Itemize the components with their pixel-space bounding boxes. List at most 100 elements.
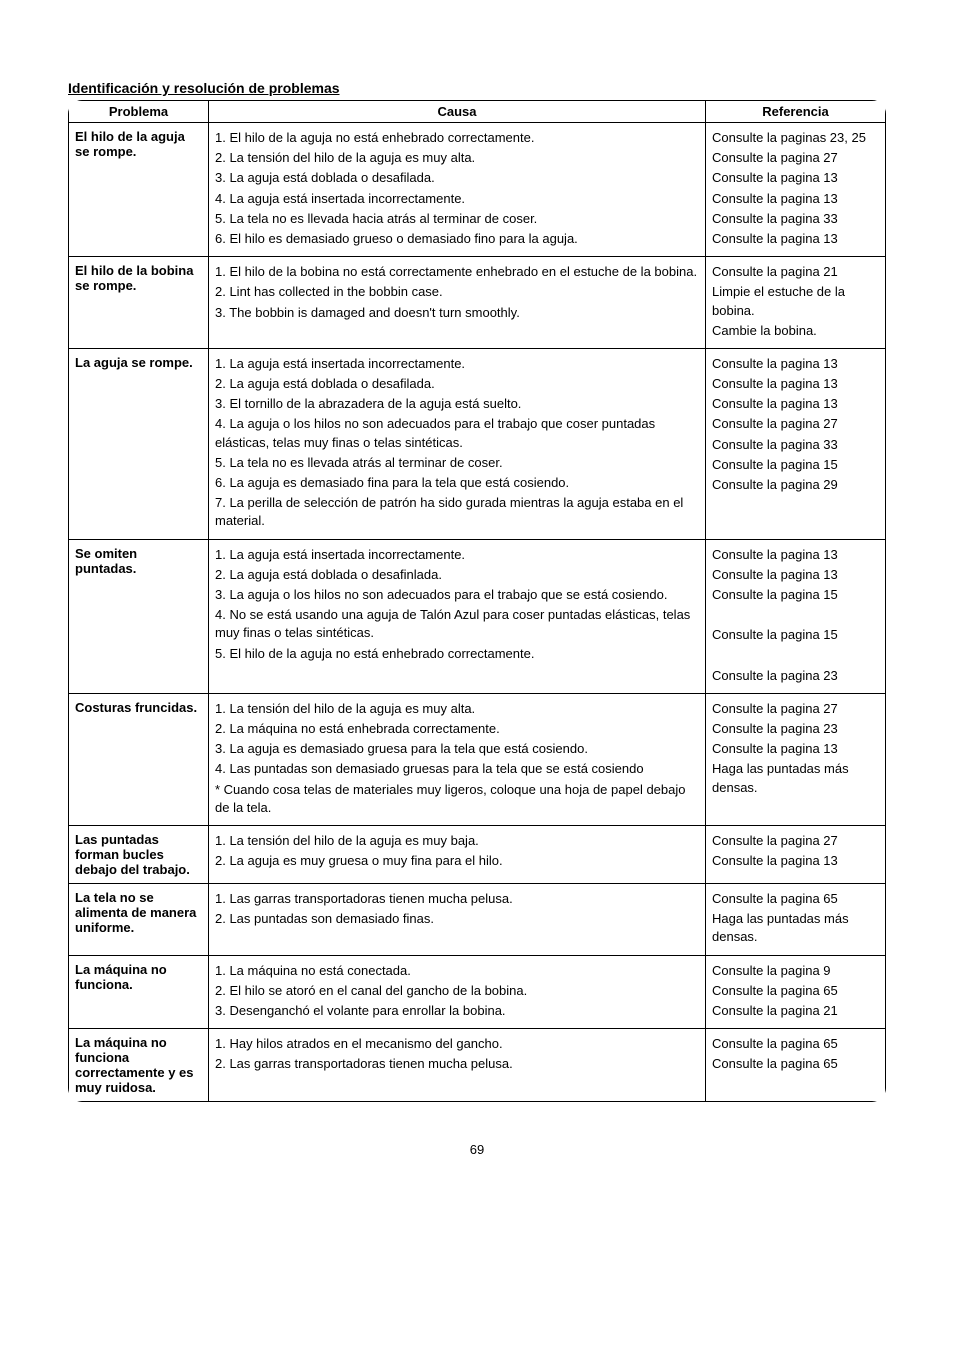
cell-causa: 1. El hilo de la bobina no está correcta…: [209, 257, 706, 349]
cell-causa: 1. La máquina no está conectada. 2. El hi…: [209, 955, 706, 1029]
causa-line: 1. La aguja está insertada incorrectamen…: [215, 355, 699, 373]
table-row: La tela no se alimenta de manera uniform…: [69, 884, 886, 956]
cell-problema: Las puntadas forman bucles debajo del tr…: [69, 826, 209, 884]
causa-line: 3. La aguja es demasiado gruesa para la …: [215, 740, 699, 758]
ref-line: Consulte la pagina 33: [712, 210, 879, 228]
ref-line: Consulte la pagina 13: [712, 169, 879, 187]
causa-line: 1. El hilo de la bobina no está correcta…: [215, 263, 699, 281]
cell-causa: 1. Las garras transportadoras tienen muc…: [209, 884, 706, 956]
table-row: El hilo de la aguja se rompe. 1. El hilo …: [69, 123, 886, 257]
ref-line: Consulte la paginas 23, 25: [712, 129, 879, 147]
ref-line: Consulte la pagina 65: [712, 890, 879, 908]
causa-line: 1. La máquina no está conectada.: [215, 962, 699, 980]
ref-line: Consulte la pagina 65: [712, 1055, 879, 1073]
ref-line: Cambie la bobina.: [712, 322, 879, 340]
cell-problema: La máquina no funciona correctamente y e…: [69, 1029, 209, 1102]
causa-line: 3. La aguja está doblada o desafilada.: [215, 169, 699, 187]
table-row: La máquina no funciona correctamente y e…: [69, 1029, 886, 1102]
cell-causa: 1. La tensión del hilo de la aguja es mu…: [209, 826, 706, 884]
ref-line: Consulte la pagina 15: [712, 456, 879, 474]
ref-line: Consulte la pagina 13: [712, 355, 879, 373]
ref-line: Consulte la pagina 13: [712, 852, 879, 870]
ref-line: [712, 647, 879, 665]
troubleshooting-table-wrap: Problema Causa Referencia El hilo de la …: [68, 100, 886, 1102]
ref-line: Consulte la pagina 21: [712, 1002, 879, 1020]
causa-line: 3. La aguja o los hilos no son adecuados…: [215, 586, 699, 604]
cell-referencia: Consulte la pagina 21 Limpie el estuche d…: [706, 257, 886, 349]
causa-line: 2. La aguja está doblada o desafinlada.: [215, 566, 699, 584]
causa-line: * Cuando cosa telas de materiales muy li…: [215, 781, 699, 817]
cell-referencia: Consulte la pagina 13 Consulte la pagina …: [706, 348, 886, 539]
troubleshooting-table: Problema Causa Referencia El hilo de la …: [68, 100, 886, 1102]
table-row: Se omiten puntadas. 1. La aguja está inse…: [69, 539, 886, 693]
cell-causa: 1. Hay hilos atrados en el mecanismo del…: [209, 1029, 706, 1102]
causa-line: 1. Las garras transportadoras tienen muc…: [215, 890, 699, 908]
header-referencia: Referencia: [706, 101, 886, 123]
cell-referencia: Consulte la pagina 13 Consulte la pagina …: [706, 539, 886, 693]
cell-referencia: Consulte la pagina 27Consulte la pagina …: [706, 826, 886, 884]
ref-line: Consulte la pagina 23: [712, 667, 879, 685]
causa-line: 1. El hilo de la aguja no está enhebrado…: [215, 129, 699, 147]
ref-line: Limpie el estuche de la bobina.: [712, 283, 879, 319]
causa-line: 5. El hilo de la aguja no está enhebrado…: [215, 645, 699, 663]
cell-causa: 1. La tensión del hilo de la aguja es mu…: [209, 693, 706, 825]
table-row: Costuras fruncidas. 1. La tensión del hil…: [69, 693, 886, 825]
page-title: Identificación y resolución de problemas: [68, 80, 886, 96]
table-row: El hilo de la bobina se rompe. 1. El hilo…: [69, 257, 886, 349]
ref-line: Haga las puntadas más densas.: [712, 910, 879, 946]
ref-line: Consulte la pagina 13: [712, 190, 879, 208]
causa-line: 4. No se está usando una aguja de Talón …: [215, 606, 699, 642]
table-row: La máquina no funciona.1. La máquina no …: [69, 955, 886, 1029]
cell-problema: La tela no se alimenta de manera uniform…: [69, 884, 209, 956]
causa-line: 1. La tensión del hilo de la aguja es mu…: [215, 832, 699, 850]
cell-problema: Costuras fruncidas.: [69, 693, 209, 825]
ref-line: Consulte la pagina 13: [712, 566, 879, 584]
causa-line: 2. El hilo se atoró en el canal del ganc…: [215, 982, 699, 1000]
cell-referencia: Consulte la paginas 23, 25 Consulte la pa…: [706, 123, 886, 257]
causa-line: 5. La tela no es llevada hacia atrás al …: [215, 210, 699, 228]
cell-referencia: Consulte la pagina 27 Consulte la pagina …: [706, 693, 886, 825]
header-problema: Problema: [69, 101, 209, 123]
causa-line: 4. Las puntadas son demasiado gruesas pa…: [215, 760, 699, 778]
ref-line: Consulte la pagina 27: [712, 415, 879, 433]
causa-line: 2. Las puntadas son demasiado finas.: [215, 910, 699, 928]
causa-line: 6. La aguja es demasiado fina para la te…: [215, 474, 699, 492]
causa-line: 2. La aguja está doblada o desafilada.: [215, 375, 699, 393]
cell-referencia: Consulte la pagina 9 Consulte la pagina 6…: [706, 955, 886, 1029]
causa-line: 2. Las garras transportadoras tienen muc…: [215, 1055, 699, 1073]
ref-line: Consulte la pagina 27: [712, 700, 879, 718]
ref-line: [712, 606, 879, 624]
causa-line: 5. La tela no es llevada atrás al termin…: [215, 454, 699, 472]
header-causa: Causa: [209, 101, 706, 123]
ref-line: Consulte la pagina 13: [712, 546, 879, 564]
causa-line: 1. Hay hilos atrados en el mecanismo del…: [215, 1035, 699, 1053]
cell-problema: La aguja se rompe.: [69, 348, 209, 539]
causa-line: 4. La aguja o los hilos no son adecuados…: [215, 415, 699, 451]
cell-problema: El hilo de la bobina se rompe.: [69, 257, 209, 349]
ref-line: Consulte la pagina 13: [712, 740, 879, 758]
causa-line: 1. La aguja está insertada incorrectamen…: [215, 546, 699, 564]
causa-line: 7. La perilla de selección de patrón ha …: [215, 494, 699, 530]
ref-line: Consulte la pagina 9: [712, 962, 879, 980]
cell-referencia: Consulte la pagina 65 Haga las puntadas m…: [706, 884, 886, 956]
causa-line: 4. La aguja está insertada incorrectamen…: [215, 190, 699, 208]
cell-problema: La máquina no funciona.: [69, 955, 209, 1029]
cell-problema: El hilo de la aguja se rompe.: [69, 123, 209, 257]
table-row: La aguja se rompe. 1. La aguja está inser…: [69, 348, 886, 539]
causa-line: 3. The bobbin is damaged and doesn't tur…: [215, 304, 699, 322]
ref-line: Consulte la pagina 21: [712, 263, 879, 281]
table-row: Las puntadas forman bucles debajo del tr…: [69, 826, 886, 884]
cell-causa: 1. El hilo de la aguja no está enhebrado…: [209, 123, 706, 257]
table-header-row: Problema Causa Referencia: [69, 101, 886, 123]
ref-line: Consulte la pagina 23: [712, 720, 879, 738]
ref-line: Consulte la pagina 15: [712, 626, 879, 644]
causa-line: 2. La aguja es muy gruesa o muy fina par…: [215, 852, 699, 870]
cell-causa: 1. La aguja está insertada incorrectamen…: [209, 348, 706, 539]
ref-line: Consulte la pagina 65: [712, 1035, 879, 1053]
causa-line: 1. La tensión del hilo de la aguja es mu…: [215, 700, 699, 718]
causa-line: 6. El hilo es demasiado grueso o demasia…: [215, 230, 699, 248]
ref-line: Consulte la pagina 65: [712, 982, 879, 1000]
ref-line: Consulte la pagina 13: [712, 375, 879, 393]
cell-problema: Se omiten puntadas.: [69, 539, 209, 693]
ref-line: Consulte la pagina 15: [712, 586, 879, 604]
